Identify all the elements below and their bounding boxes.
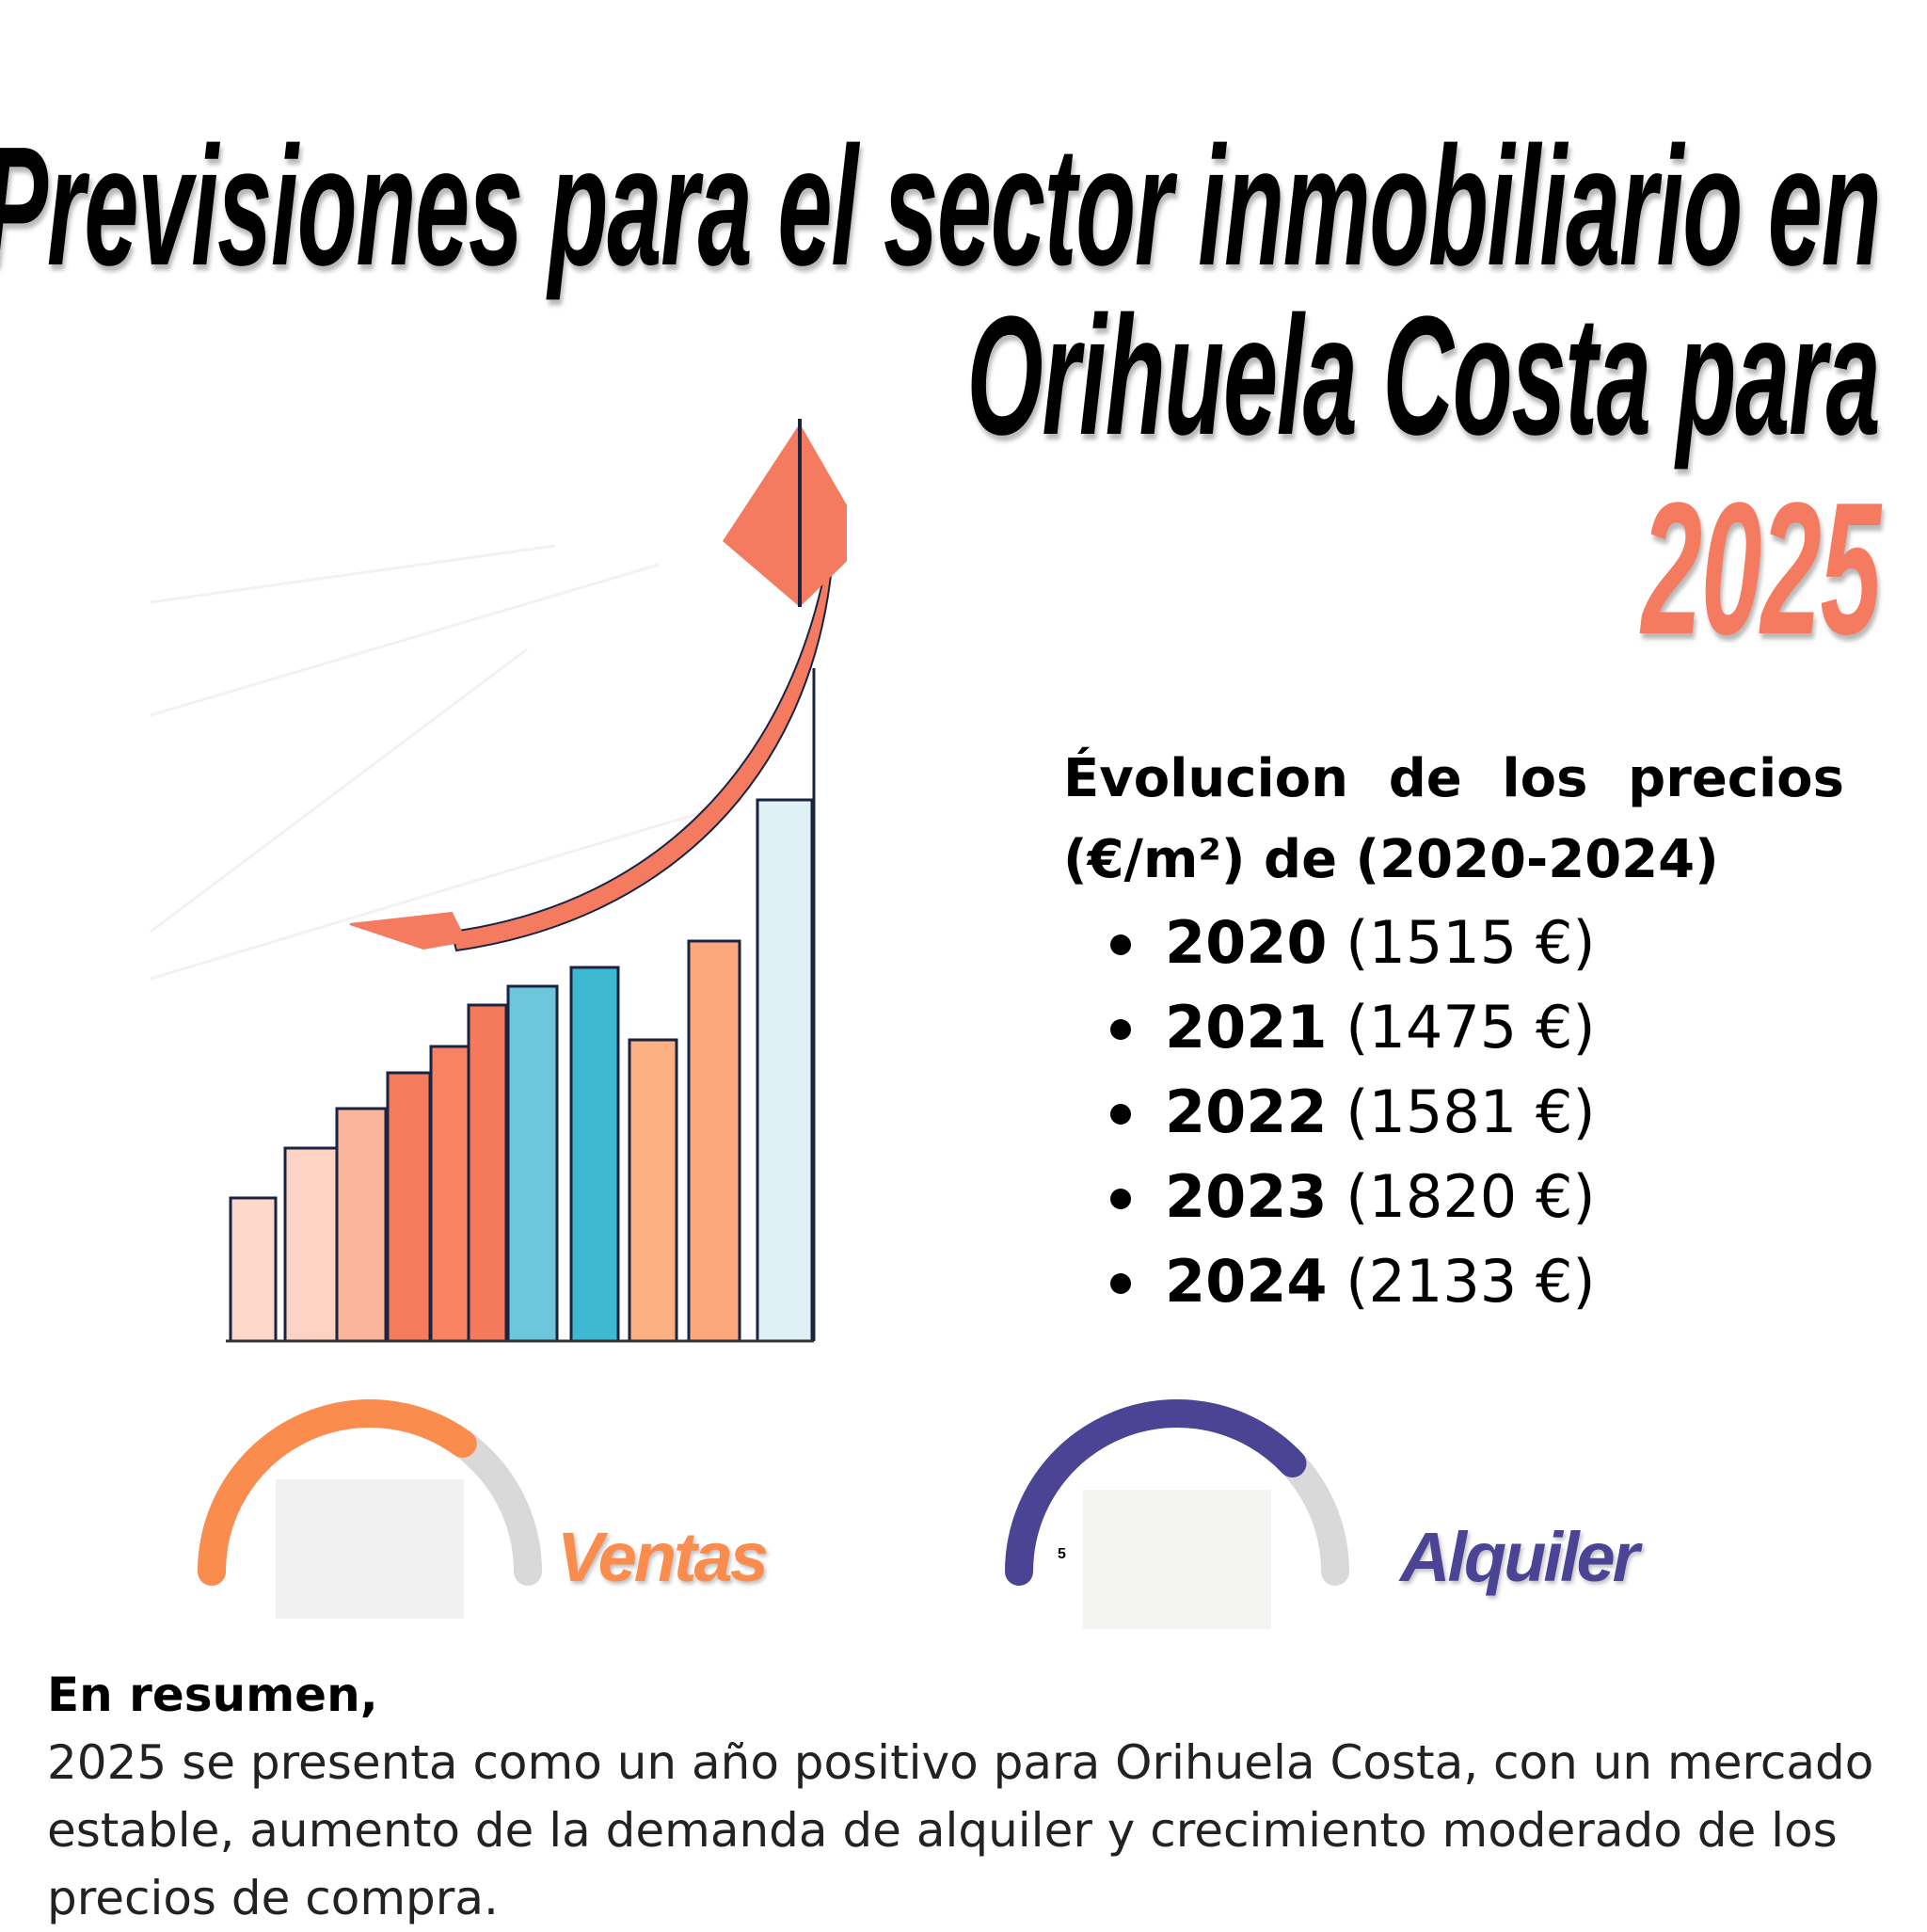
alquiler-label: Alquiler	[1400, 1518, 1639, 1596]
price-item: 2024 (2133 €)	[1110, 1239, 1844, 1324]
curved-arrow-left-head	[349, 911, 468, 950]
bullet-icon	[1110, 1019, 1131, 1040]
summary-text: 2025 se presenta como un año positivo pa…	[47, 1735, 1874, 1925]
alquiler-gauge-value-box	[1083, 1490, 1271, 1629]
alquiler-gauge-fill	[1005, 1398, 1307, 1586]
illustration-bar	[467, 1003, 508, 1343]
price-evolution-heading: Évolucion de los precios (€/m²) de (2020…	[1063, 748, 1844, 890]
illustration-bars	[229, 798, 814, 1343]
page-title-line-2: Orihuela Costa para	[966, 281, 1881, 471]
ventas-gauge-value-box	[276, 1479, 464, 1619]
price-item: 2021 (1475 €)	[1110, 985, 1844, 1070]
alquiler-gauge: 5	[1005, 1398, 1349, 1629]
bullet-icon	[1110, 1273, 1131, 1294]
growth-bar-chart-arrow-icon	[150, 419, 847, 1343]
arrow-up-head	[723, 423, 847, 607]
price-year: 2022	[1165, 1078, 1328, 1146]
price-value: (1581 €)	[1346, 1078, 1596, 1146]
alquiler-gauge-tick: 5	[1058, 1546, 1066, 1562]
price-evolution: Évolucion de los precios (€/m²) de (2020…	[1063, 739, 1844, 1324]
bullet-icon	[1110, 1189, 1131, 1209]
illustration-bar	[687, 939, 741, 1343]
illustration-bar	[386, 1071, 432, 1343]
ventas-label: Ventas	[557, 1518, 769, 1596]
summary: En resumen, 2025 se presenta como un año…	[47, 1661, 1882, 1932]
price-value: (1475 €)	[1346, 993, 1596, 1062]
background-sketch-lines	[150, 544, 744, 981]
price-year: 2023	[1165, 1162, 1328, 1231]
ventas-gauge-fill	[198, 1399, 477, 1586]
price-item: 2023 (1820 €)	[1110, 1155, 1844, 1239]
price-item: 2020 (1515 €)	[1110, 901, 1844, 985]
illustration-bar	[506, 984, 559, 1343]
bullet-icon	[1110, 934, 1131, 955]
summary-title: En resumen,	[47, 1668, 378, 1722]
curved-arrow-shaft	[450, 553, 835, 952]
illustration-bar	[756, 798, 814, 1343]
price-value: (2133 €)	[1346, 1247, 1596, 1316]
price-list: 2020 (1515 €) 2021 (1475 €) 2022 (1581 €…	[1063, 901, 1844, 1324]
price-value: (1515 €)	[1346, 908, 1596, 977]
illustration-bar	[283, 1146, 339, 1343]
page-title-line-1: Previsiones para el sector inmobiliario …	[0, 112, 1881, 301]
price-year: 2024	[1165, 1247, 1328, 1316]
illustration-bar	[335, 1107, 388, 1343]
illustration-bar	[429, 1045, 470, 1343]
price-year: 2021	[1165, 993, 1328, 1062]
price-year: 2020	[1165, 908, 1328, 977]
illustration-bar	[569, 966, 620, 1343]
price-value: (1820 €)	[1346, 1162, 1596, 1231]
illustration-bar	[229, 1196, 278, 1343]
ventas-gauge	[198, 1399, 542, 1619]
illustration-bar	[628, 1038, 678, 1343]
price-item: 2022 (1581 €)	[1110, 1070, 1844, 1155]
bullet-icon	[1110, 1104, 1131, 1125]
page-title-year: 2025	[1641, 464, 1882, 674]
